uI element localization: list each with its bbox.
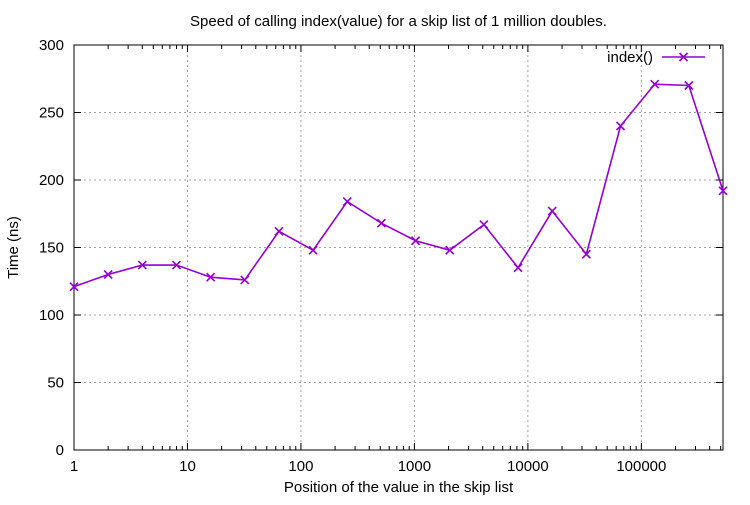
data-point-marker bbox=[615, 121, 626, 131]
data-point-marker bbox=[137, 260, 147, 270]
axis-ticks: 0 50 100 150 200 250 300 1 10 100 1000 10000 100000 bbox=[39, 37, 723, 475]
x-tick-label: 10000 bbox=[507, 458, 549, 475]
y-tick-label: 150 bbox=[39, 240, 64, 257]
y-tick-label: 300 bbox=[39, 37, 64, 54]
data-point-marker bbox=[581, 249, 591, 259]
chart-title: Speed of calling index(value) for a skip… bbox=[190, 13, 607, 30]
legend-marker-x-icon bbox=[678, 52, 689, 62]
legend-label: index() bbox=[607, 49, 653, 66]
series-layer bbox=[69, 79, 728, 292]
data-point-marker bbox=[411, 236, 421, 246]
x-tick-label: 1000 bbox=[398, 458, 431, 475]
data-point-marker bbox=[684, 80, 694, 91]
data-point-marker bbox=[718, 186, 728, 196]
legend: index() bbox=[607, 49, 705, 66]
data-point-marker bbox=[376, 218, 386, 228]
data-point-marker bbox=[308, 245, 318, 255]
data-point-marker bbox=[206, 272, 216, 282]
data-point-marker bbox=[445, 245, 455, 255]
data-point-marker bbox=[479, 219, 489, 230]
series-line bbox=[73, 83, 724, 288]
y-tick-label: 200 bbox=[39, 172, 64, 189]
y-tick-label: 250 bbox=[39, 105, 64, 122]
x-tick-label: 1 bbox=[70, 458, 78, 475]
data-point-marker bbox=[240, 275, 250, 285]
y-axis-title: Time (ns) bbox=[5, 216, 22, 279]
data-point-marker bbox=[274, 226, 284, 236]
x-tick-label: 100000 bbox=[616, 458, 666, 475]
data-point-marker bbox=[103, 269, 113, 280]
data-point-marker bbox=[547, 206, 557, 216]
data-point-marker bbox=[171, 260, 182, 270]
data-point-marker bbox=[342, 197, 352, 207]
data-point-marker bbox=[650, 79, 660, 89]
data-point-marker bbox=[69, 282, 79, 292]
data-point-marker bbox=[513, 263, 523, 273]
y-tick-label: 0 bbox=[56, 442, 64, 459]
grid-lines bbox=[74, 45, 723, 450]
y-tick-label: 50 bbox=[47, 375, 64, 392]
y-tick-label: 100 bbox=[39, 307, 64, 324]
x-axis-title: Position of the value in the skip list bbox=[284, 479, 514, 496]
x-tick-label: 100 bbox=[288, 458, 313, 475]
x-tick-label: 10 bbox=[179, 458, 196, 475]
